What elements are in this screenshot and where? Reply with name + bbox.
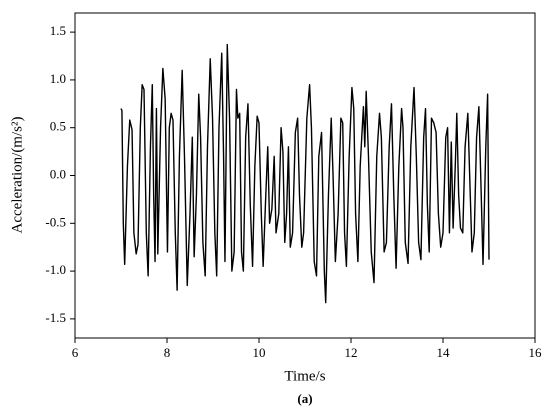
x-tick-label: 10	[253, 345, 266, 360]
y-tick-label: 1.5	[50, 23, 66, 38]
y-tick-label: 1.0	[50, 71, 66, 86]
x-tick-label: 12	[345, 345, 358, 360]
x-tick-label: 16	[529, 345, 543, 360]
y-tick-label: -1.0	[45, 262, 66, 277]
y-tick-label: -0.5	[45, 214, 66, 229]
x-tick-label: 6	[72, 345, 79, 360]
x-axis-title: Time/s	[284, 368, 325, 384]
x-tick-label: 14	[437, 345, 451, 360]
data-line	[120, 43, 490, 304]
y-tick-label: 0.0	[50, 166, 66, 181]
y-axis-title: Acceleration/(m/s²)	[9, 117, 25, 234]
y-tick-label: -1.5	[45, 310, 66, 325]
caption: (a)	[297, 391, 312, 406]
x-tick-label: 8	[164, 345, 171, 360]
y-tick-label: 0.5	[50, 119, 66, 134]
